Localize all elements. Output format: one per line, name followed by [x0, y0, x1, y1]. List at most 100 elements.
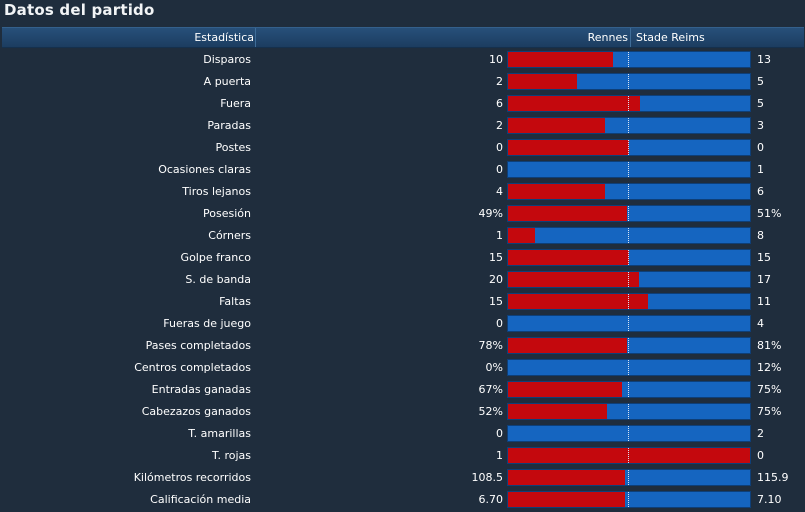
away-value: 2: [757, 427, 764, 440]
stat-label: Tiros lejanos: [182, 185, 251, 198]
comparison-bar: [507, 205, 751, 222]
home-value: 49%: [478, 207, 503, 220]
away-value: 5: [757, 75, 764, 88]
stat-row: Fueras de juego 0 4: [0, 313, 805, 335]
home-share-fill: [508, 338, 627, 353]
bar-midline: [628, 426, 629, 441]
bar-midline: [628, 448, 629, 463]
stat-row: Disparos 10 13: [0, 49, 805, 71]
bar-midline: [628, 74, 629, 89]
stat-row: Kilómetros recorridos 108.5 115.9: [0, 467, 805, 489]
bar-midline: [628, 206, 629, 221]
home-value: 0: [496, 427, 503, 440]
bar-midline: [628, 272, 629, 287]
stat-row: S. de banda 20 17: [0, 269, 805, 291]
stat-label: T. rojas: [212, 449, 251, 462]
away-value: 1: [757, 163, 764, 176]
stat-label: Calificación media: [150, 493, 251, 506]
stat-row: T. rojas 1 0: [0, 445, 805, 467]
stat-label: Pases completados: [145, 339, 251, 352]
stat-row: Tiros lejanos 4 6: [0, 181, 805, 203]
stat-row: Golpe franco 15 15: [0, 247, 805, 269]
bar-midline: [628, 52, 629, 67]
comparison-bar: [507, 447, 751, 464]
stat-row: Calificación media 6.70 7.10: [0, 489, 805, 511]
bar-midline: [628, 228, 629, 243]
stat-label: Kilómetros recorridos: [133, 471, 251, 484]
home-share-fill: [508, 206, 627, 221]
bar-midline: [628, 382, 629, 397]
home-value: 0: [496, 163, 503, 176]
stat-label: Cabezazos ganados: [141, 405, 251, 418]
comparison-bar: [507, 249, 751, 266]
stat-row: Centros completados 0% 12%: [0, 357, 805, 379]
home-share-fill: [508, 250, 629, 265]
home-share-fill: [508, 74, 577, 89]
away-value: 75%: [757, 383, 782, 396]
bar-midline: [628, 162, 629, 177]
comparison-bar: [507, 425, 751, 442]
home-share-fill: [508, 272, 639, 287]
away-value: 12%: [757, 361, 782, 374]
comparison-bar: [507, 117, 751, 134]
stat-row: Postes 0 0: [0, 137, 805, 159]
bar-midline: [628, 184, 629, 199]
stat-row: Paradas 2 3: [0, 115, 805, 137]
comparison-bar: [507, 491, 751, 508]
home-share-fill: [508, 184, 605, 199]
away-value: 5: [757, 97, 764, 110]
header-divider: [630, 28, 631, 47]
stat-row: A puerta 2 5: [0, 71, 805, 93]
stat-row: Fuera 6 5: [0, 93, 805, 115]
home-share-fill: [508, 228, 535, 243]
away-value: 8: [757, 229, 764, 242]
stat-label: Ocasiones claras: [158, 163, 251, 176]
home-share-fill: [508, 492, 625, 507]
comparison-bar: [507, 271, 751, 288]
stat-label: Paradas: [207, 119, 251, 132]
stat-label: S. de banda: [185, 273, 251, 286]
stat-row: Faltas 15 11: [0, 291, 805, 313]
home-value: 2: [496, 119, 503, 132]
comparison-bar: [507, 403, 751, 420]
comparison-bar: [507, 139, 751, 156]
bar-midline: [628, 404, 629, 419]
home-value: 15: [489, 251, 503, 264]
column-header-statistic[interactable]: Estadística: [194, 31, 254, 44]
stat-label: Faltas: [219, 295, 251, 308]
home-value: 52%: [478, 405, 503, 418]
away-value: 4: [757, 317, 764, 330]
away-value: 81%: [757, 339, 782, 352]
home-value: 78%: [478, 339, 503, 352]
stat-label: A puerta: [203, 75, 251, 88]
comparison-bar: [507, 337, 751, 354]
comparison-bar: [507, 469, 751, 486]
stat-row: Entradas ganadas 67% 75%: [0, 379, 805, 401]
away-value: 13: [757, 53, 771, 66]
comparison-bar: [507, 161, 751, 178]
bar-midline: [628, 360, 629, 375]
column-header-away-team[interactable]: Stade Reims: [636, 31, 705, 44]
home-value: 67%: [478, 383, 503, 396]
comparison-bar: [507, 227, 751, 244]
stat-label: Fuera: [220, 97, 251, 110]
column-header-home-team[interactable]: Rennes: [587, 31, 628, 44]
stat-label: Posesión: [203, 207, 251, 220]
home-value: 6: [496, 97, 503, 110]
stat-label: Postes: [215, 141, 251, 154]
home-value: 10: [489, 53, 503, 66]
stat-label: T. amarillas: [188, 427, 251, 440]
comparison-bar: [507, 315, 751, 332]
comparison-bar: [507, 183, 751, 200]
home-value: 4: [496, 185, 503, 198]
bar-midline: [628, 316, 629, 331]
bar-midline: [628, 338, 629, 353]
home-share-fill: [508, 448, 750, 463]
home-value: 0: [496, 141, 503, 154]
stat-row: Ocasiones claras 0 1: [0, 159, 805, 181]
away-value: 0: [757, 449, 764, 462]
home-value: 2: [496, 75, 503, 88]
stat-label: Disparos: [203, 53, 251, 66]
home-share-fill: [508, 96, 640, 111]
away-value: 7.10: [757, 493, 782, 506]
